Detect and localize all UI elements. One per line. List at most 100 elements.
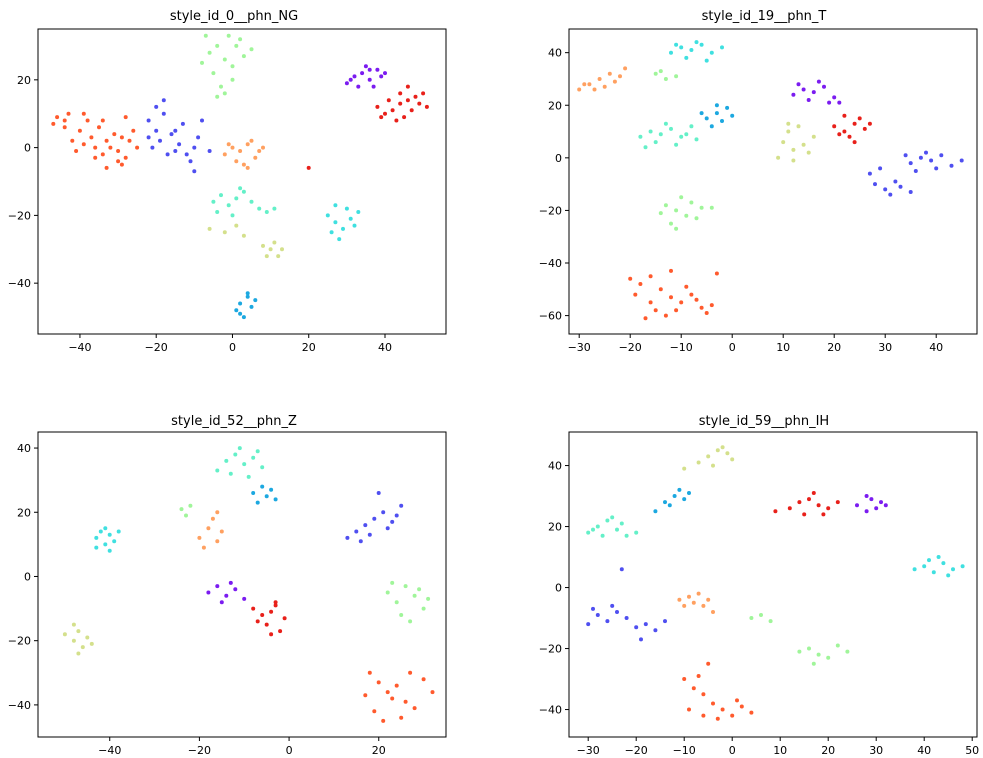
point bbox=[215, 510, 220, 515]
point bbox=[260, 613, 265, 617]
point bbox=[801, 87, 806, 92]
point bbox=[173, 149, 178, 153]
x-tick-label: 10 bbox=[776, 341, 790, 354]
point bbox=[610, 603, 615, 608]
point bbox=[807, 497, 811, 502]
point bbox=[412, 593, 417, 598]
point bbox=[426, 596, 431, 601]
point bbox=[878, 166, 883, 171]
point bbox=[245, 142, 250, 147]
point bbox=[821, 512, 826, 517]
point bbox=[264, 622, 269, 627]
point bbox=[226, 33, 231, 38]
point bbox=[694, 297, 699, 302]
point bbox=[385, 526, 390, 531]
point bbox=[260, 484, 265, 489]
point bbox=[413, 94, 418, 99]
point bbox=[403, 699, 408, 704]
point bbox=[816, 79, 821, 84]
point bbox=[684, 55, 689, 60]
point bbox=[394, 513, 399, 518]
point bbox=[826, 655, 831, 660]
point bbox=[192, 145, 197, 150]
point bbox=[116, 529, 121, 534]
subplot-0-title: style_id_0__phn_NG bbox=[170, 9, 298, 24]
subplot-2-title: style_id_52__phn_Z bbox=[171, 414, 297, 429]
point bbox=[237, 446, 242, 451]
point bbox=[720, 445, 725, 450]
point bbox=[71, 622, 76, 627]
point bbox=[123, 155, 128, 160]
point bbox=[273, 497, 278, 502]
point bbox=[255, 619, 260, 624]
point bbox=[709, 303, 714, 308]
y-tick-label: 0 bbox=[24, 142, 31, 155]
x-tick-label: 0 bbox=[286, 744, 293, 757]
point bbox=[653, 509, 658, 514]
point bbox=[354, 529, 359, 534]
point bbox=[238, 311, 243, 316]
point bbox=[653, 140, 658, 145]
point bbox=[234, 159, 239, 164]
point bbox=[628, 276, 633, 281]
point bbox=[150, 145, 155, 150]
point bbox=[694, 216, 699, 221]
point bbox=[612, 79, 617, 84]
point bbox=[873, 182, 877, 187]
point bbox=[260, 465, 265, 470]
y-tick-label: −60 bbox=[539, 310, 562, 323]
point bbox=[796, 82, 801, 87]
point bbox=[674, 74, 679, 79]
point bbox=[835, 643, 840, 648]
point bbox=[912, 567, 917, 572]
point bbox=[264, 254, 269, 259]
point bbox=[81, 142, 86, 147]
point bbox=[674, 208, 679, 213]
x-tick-label: −40 bbox=[98, 744, 121, 757]
point bbox=[249, 304, 254, 309]
y-tick-label: −40 bbox=[539, 704, 562, 717]
point bbox=[358, 539, 363, 544]
point bbox=[696, 460, 701, 465]
x-tick-label: −20 bbox=[145, 341, 168, 354]
point bbox=[325, 213, 330, 218]
point bbox=[222, 57, 227, 62]
x-tick-label: −10 bbox=[670, 341, 693, 354]
point bbox=[210, 516, 215, 521]
point bbox=[390, 519, 395, 524]
point bbox=[89, 641, 94, 646]
point bbox=[663, 313, 668, 318]
point bbox=[390, 108, 395, 113]
point bbox=[379, 115, 384, 120]
point bbox=[677, 487, 682, 492]
point bbox=[591, 527, 595, 532]
point bbox=[922, 564, 927, 569]
point bbox=[816, 503, 821, 508]
point bbox=[929, 158, 934, 163]
point bbox=[706, 661, 711, 666]
point bbox=[246, 474, 251, 479]
point bbox=[643, 145, 648, 150]
point bbox=[196, 135, 201, 140]
point bbox=[725, 451, 730, 456]
point bbox=[408, 619, 413, 624]
point bbox=[161, 111, 166, 116]
point bbox=[224, 458, 229, 463]
x-tick-label: −20 bbox=[625, 744, 648, 757]
point bbox=[363, 523, 368, 528]
subplot-3-axes-frame bbox=[568, 431, 978, 738]
point bbox=[219, 529, 224, 534]
point bbox=[639, 637, 643, 642]
point bbox=[234, 43, 239, 48]
point bbox=[238, 37, 243, 42]
point bbox=[773, 509, 778, 514]
point bbox=[874, 506, 879, 511]
point bbox=[811, 134, 816, 139]
point bbox=[706, 454, 711, 459]
point bbox=[228, 471, 233, 476]
point bbox=[835, 500, 840, 505]
point bbox=[759, 613, 763, 617]
x-tick-label: −30 bbox=[577, 744, 600, 757]
point bbox=[241, 189, 246, 194]
